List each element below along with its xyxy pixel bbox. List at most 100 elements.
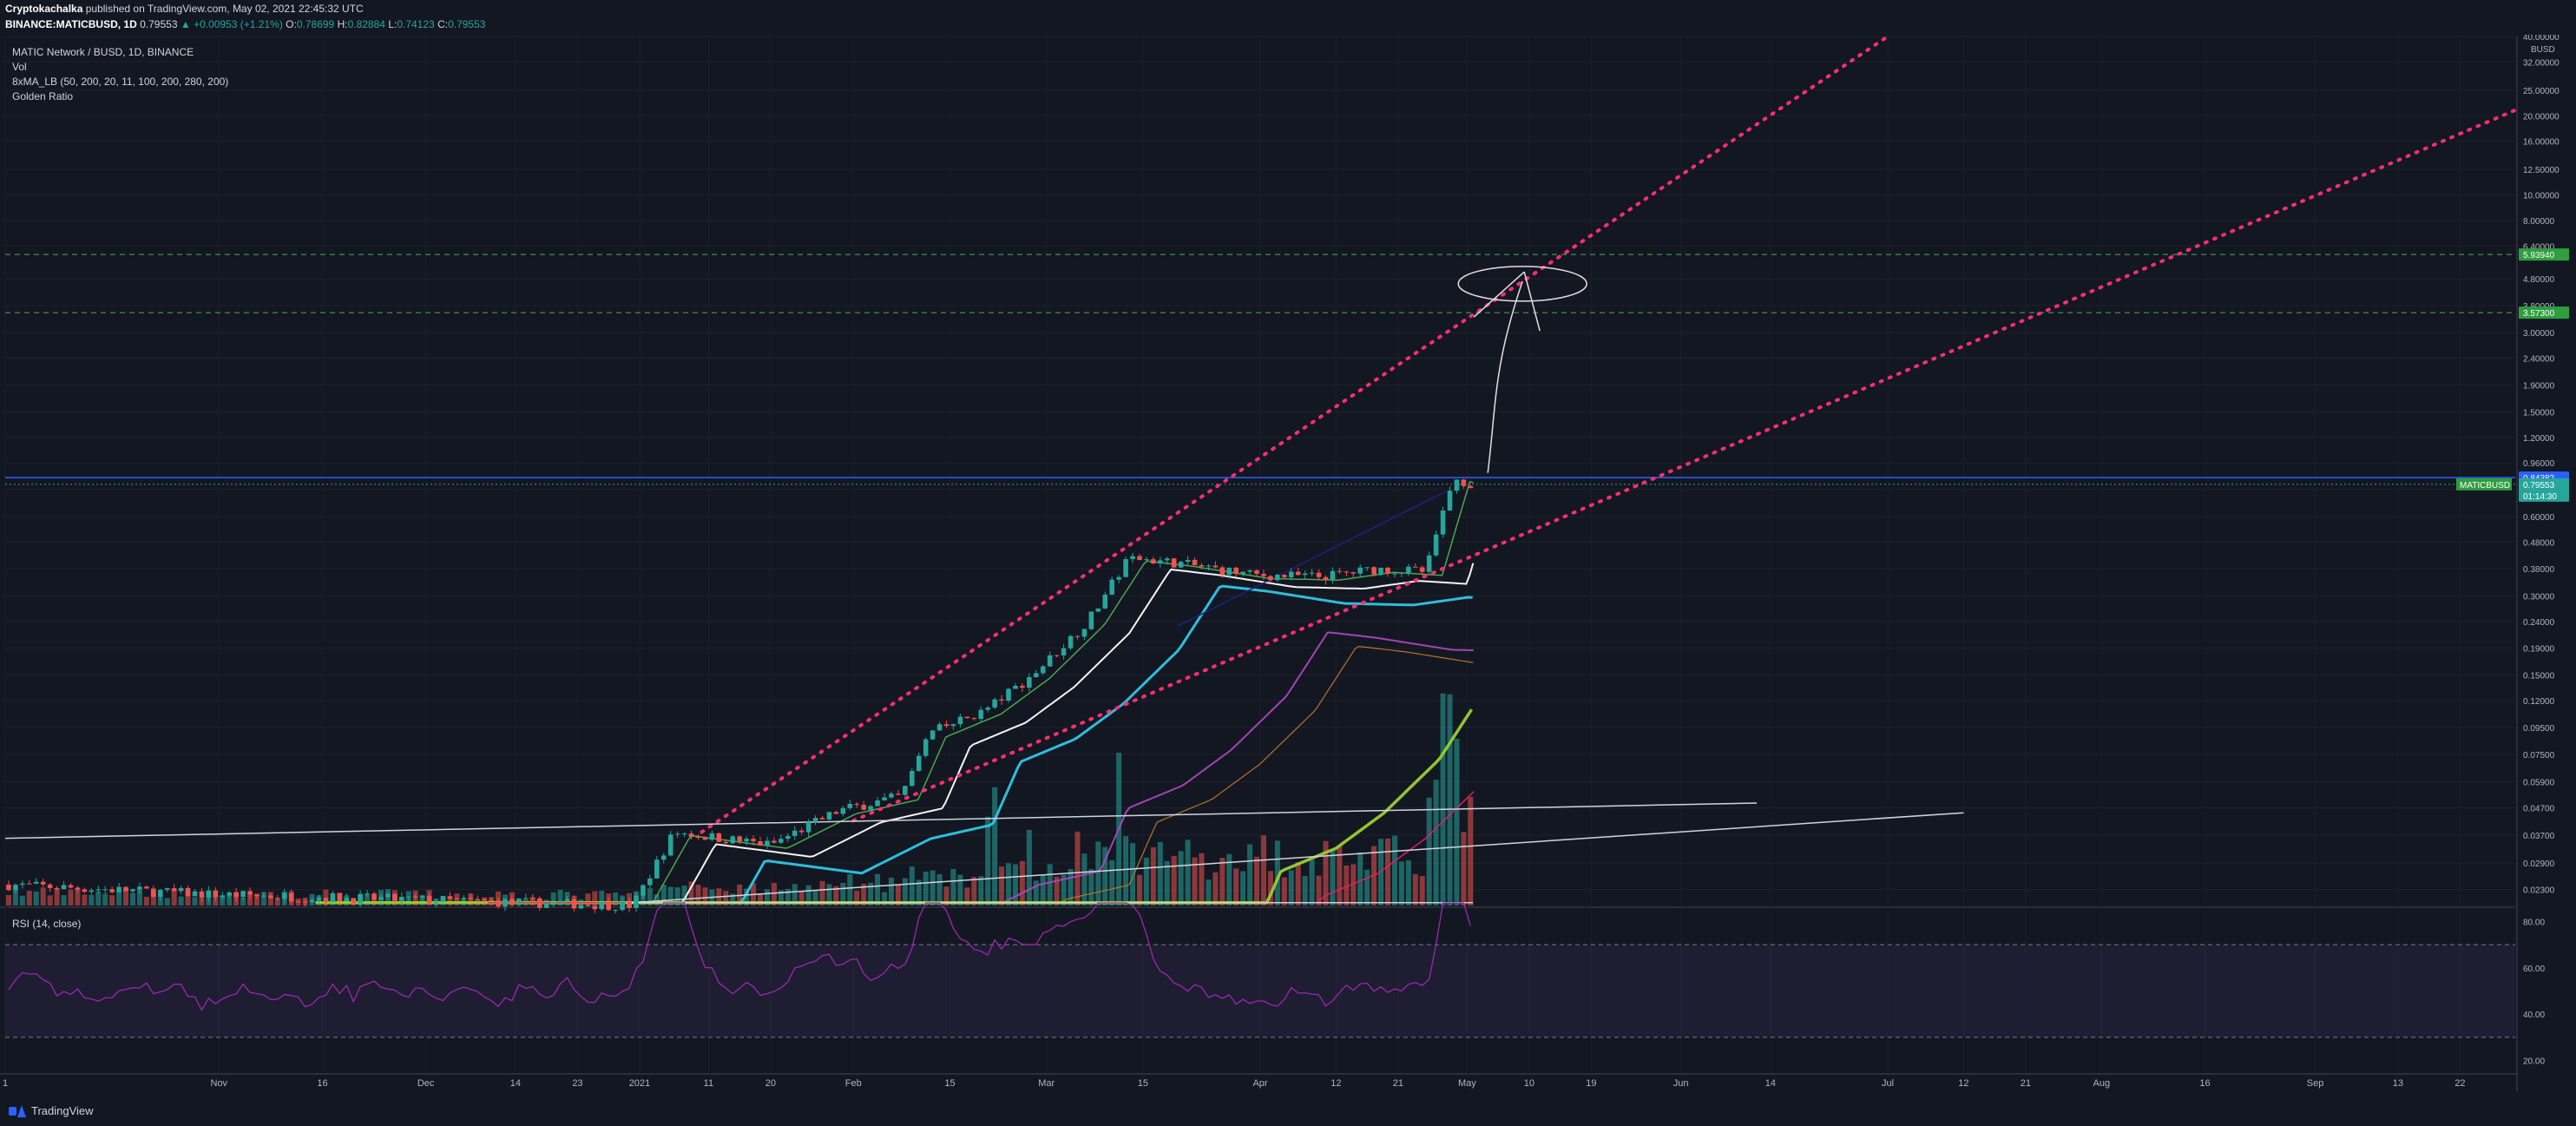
volume-bar xyxy=(585,893,591,905)
volume-bar xyxy=(1288,870,1294,905)
price-tick-label: 25.00000 xyxy=(2523,87,2560,96)
candle-body xyxy=(730,836,735,844)
volume-bar xyxy=(557,890,563,905)
candle-body xyxy=(268,895,273,899)
candle-body xyxy=(812,818,818,822)
candle-body xyxy=(716,833,722,842)
time-tick-label: 21 xyxy=(2021,1078,2031,1089)
volume-bar xyxy=(1012,864,1018,905)
volume-bar xyxy=(220,895,226,905)
price-axis: 40.00000 32.00000 25.00000 20.00000 16.00000… xyxy=(2456,33,2569,1067)
volume-bar xyxy=(613,892,619,905)
candle-body xyxy=(1261,573,1266,576)
price-tick-label: 0.02900 xyxy=(2523,859,2555,869)
candle-body xyxy=(620,901,625,911)
legend-ma[interactable]: 8xMA_LB (50, 200, 20, 11, 100, 200, 280,… xyxy=(12,76,229,88)
header-line-1: Cryptokachalka published on TradingView.… xyxy=(5,3,364,15)
volume-bar xyxy=(1233,868,1239,905)
rsi-line xyxy=(8,902,1471,1011)
volume-bar xyxy=(744,888,750,905)
price-tick-label: 20.00000 xyxy=(2523,112,2560,122)
volume-bar xyxy=(1074,831,1081,905)
low-value: 0.74123 xyxy=(397,18,435,30)
price-tick-label: 8.00000 xyxy=(2523,217,2555,227)
candle-body xyxy=(220,895,226,898)
chart-background xyxy=(0,36,2576,1072)
candle-body xyxy=(1337,570,1343,572)
candle-body xyxy=(709,833,715,840)
candle-body xyxy=(564,899,570,902)
candle-body xyxy=(957,716,963,725)
candle-body xyxy=(433,901,439,904)
volume-bar xyxy=(1447,694,1453,905)
candle-body xyxy=(1447,491,1453,510)
volume-bar xyxy=(1330,850,1336,905)
volume-bar xyxy=(1309,859,1315,905)
tradingview-brand[interactable]: TradingView xyxy=(9,1104,94,1117)
volume-bar xyxy=(33,892,39,905)
candle-body xyxy=(261,895,266,897)
low-label: L: xyxy=(388,18,398,30)
candle-body xyxy=(1137,556,1142,561)
candle-body xyxy=(840,807,846,814)
rsi-tick-label: 80.00 xyxy=(2523,918,2545,927)
volume-bar xyxy=(1192,857,1198,905)
candle-body xyxy=(227,892,232,896)
time-tick-label: Aug xyxy=(2093,1078,2111,1089)
volume-bar xyxy=(1061,874,1067,905)
candle-body xyxy=(978,709,984,720)
volume-bar xyxy=(957,874,963,905)
candle-body xyxy=(1440,510,1446,535)
candle-body xyxy=(254,894,260,897)
candle-body xyxy=(1178,562,1184,568)
volume-bar xyxy=(240,897,246,905)
candle-body xyxy=(792,830,798,836)
volume-bar xyxy=(978,876,984,905)
candle-body xyxy=(144,886,149,889)
candle-body xyxy=(571,899,577,909)
candle-body xyxy=(641,885,646,896)
candle-body xyxy=(875,800,880,807)
candle-body xyxy=(1027,677,1032,688)
volume-bar xyxy=(757,893,764,905)
volume-bar xyxy=(674,887,680,905)
candle-body xyxy=(1123,559,1128,577)
candle-body xyxy=(489,900,494,902)
author-name[interactable]: Cryptokachalka xyxy=(5,3,83,15)
hand-drawn-circle xyxy=(1457,266,1587,302)
volume-bar xyxy=(143,896,149,905)
price-tick-label: 0.48000 xyxy=(2523,538,2555,548)
legend-golden-ratio[interactable]: Golden Ratio xyxy=(12,90,74,102)
legend-volume[interactable]: Vol xyxy=(12,61,27,73)
price-tick-label: 0.38000 xyxy=(2523,565,2555,575)
candle-body xyxy=(1302,573,1308,576)
volume-bar xyxy=(1350,864,1357,905)
drawing-annotations xyxy=(1457,266,1587,473)
candle-body xyxy=(1288,571,1294,577)
volume-bar xyxy=(150,891,156,905)
volume-bar xyxy=(1405,859,1411,905)
rsi-label[interactable]: RSI (14, close) xyxy=(12,918,82,930)
symbol-tag xyxy=(2456,477,2512,491)
candle-body xyxy=(1385,567,1390,574)
volume-bar xyxy=(1426,797,1432,905)
candle-body xyxy=(1295,571,1301,576)
volume-bar xyxy=(1129,843,1136,905)
volume-bar xyxy=(723,891,729,905)
trend-lines xyxy=(4,35,2517,904)
time-axis: 1 Nov 16 Dec 14 23 2021 11 20 Feb 15 Mar 15 Apr 12 21 Ma… xyxy=(3,1078,2466,1089)
volume-bar xyxy=(909,866,915,905)
volume-bar xyxy=(1378,839,1384,905)
volume-bar xyxy=(61,895,67,905)
candle-body xyxy=(1034,673,1039,678)
price-badge-label: 3.57300 xyxy=(2523,309,2555,319)
volume-bar xyxy=(875,873,881,905)
volume-bar xyxy=(550,892,556,905)
volume-bar xyxy=(1254,856,1260,905)
legend-title[interactable]: MATIC Network / BUSD, 1D, BINANCE xyxy=(12,46,194,58)
candle-body xyxy=(371,893,377,900)
volume-bar xyxy=(916,879,922,905)
publish-info: published on TradingView.com, May 02, 20… xyxy=(85,3,364,15)
candle-body xyxy=(185,887,191,897)
candle-body xyxy=(47,884,53,888)
